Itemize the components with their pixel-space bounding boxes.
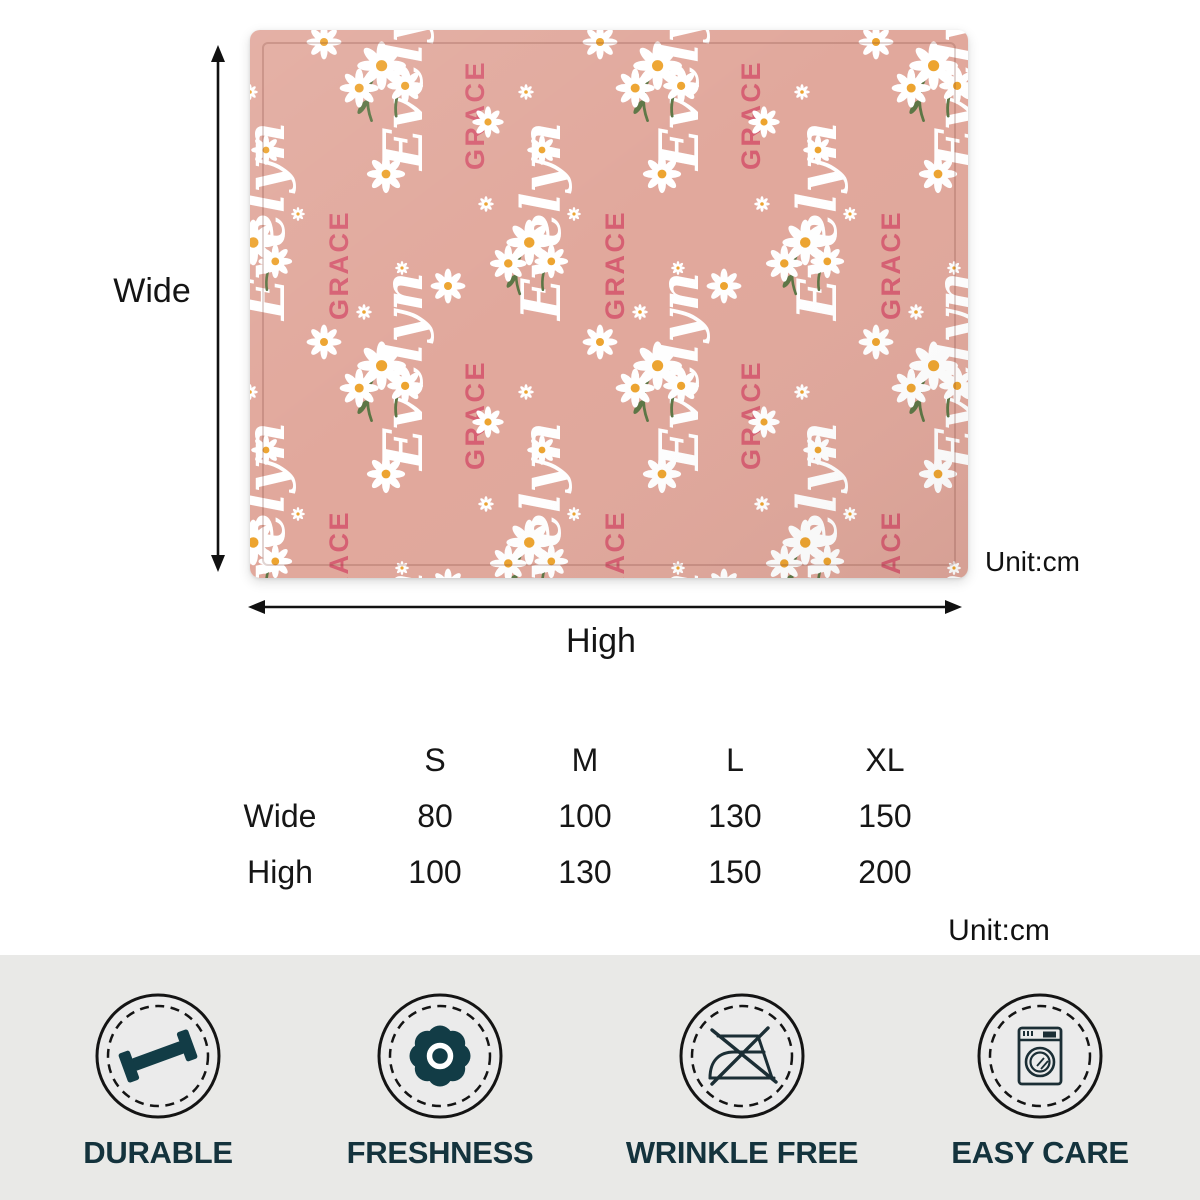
size-value-cell: 130 (708, 797, 762, 834)
feature-item-durable: DURABLE (28, 991, 288, 1171)
feature-item-freshness: FRESHNESS (310, 991, 570, 1171)
size-value-cell: 130 (558, 853, 612, 890)
table-unit-label: Unit:cm (948, 914, 1050, 947)
feature-item-easy-care: EASY CARE (910, 991, 1170, 1171)
dumbbell-icon (95, 993, 221, 1119)
flower-icon (377, 993, 503, 1119)
column-header-xl: XL (865, 741, 905, 778)
blanket-pattern: Evelyn GRACE Evelyn Evelyn GRACE (250, 30, 968, 578)
blanket-image: Evelyn GRACE Evelyn Evelyn GRACE (250, 30, 968, 578)
size-table: S M L XL Wide 80 100 130 150 High 100 13… (200, 732, 960, 900)
feature-label: WRINKLE FREE (625, 1135, 859, 1170)
row-label-high: High (247, 853, 313, 890)
row-label-wide: Wide (243, 797, 317, 834)
blanket-hem-seam (262, 42, 956, 566)
feature-item-wrinkle-free: WRINKLE FREE (612, 991, 872, 1171)
wide-dimension-arrow (211, 45, 225, 572)
column-header-m: M (571, 741, 599, 778)
no-iron-icon (679, 993, 805, 1119)
high-dimension-label: High (566, 622, 636, 660)
features-band: DURABLE FRESHNESS (0, 955, 1200, 1200)
wide-dimension-label: Wide (113, 272, 191, 310)
size-value-cell: 200 (858, 853, 912, 890)
size-value-cell: 150 (708, 853, 762, 890)
feature-label: FRESHNESS (346, 1135, 534, 1170)
column-header-l: L (726, 741, 744, 778)
column-header-s: S (424, 741, 446, 778)
feature-label: EASY CARE (951, 1135, 1129, 1170)
feature-label: DURABLE (83, 1135, 233, 1170)
size-value-cell: 80 (417, 797, 453, 834)
high-dimension-arrow (248, 600, 962, 614)
size-value-cell: 150 (858, 797, 912, 834)
size-value-cell: 100 (408, 853, 462, 890)
washing-machine-icon (977, 993, 1103, 1119)
size-value-cell: 100 (558, 797, 612, 834)
figure-unit-label: Unit:cm (985, 546, 1080, 577)
